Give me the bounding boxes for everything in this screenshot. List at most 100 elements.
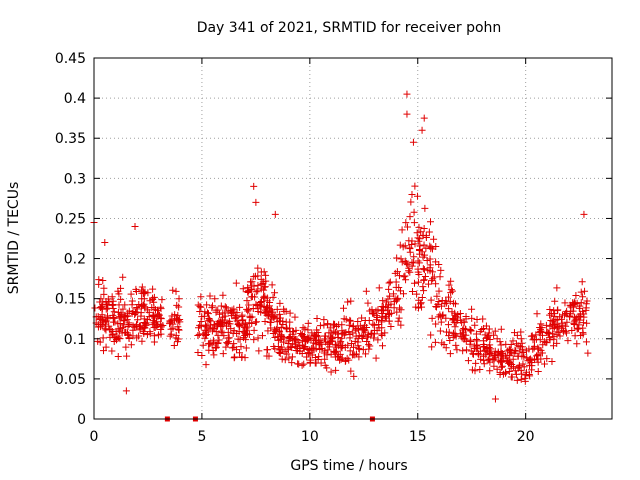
data-point [250,336,258,344]
data-point [426,218,434,226]
y-tick-label: 0.2 [64,252,86,268]
data-point [117,325,125,333]
data-point [150,332,158,340]
data-point [139,328,147,336]
data-point [336,339,344,347]
data-point [445,293,453,301]
data-point [277,332,285,340]
data-point [362,350,370,358]
data-point [338,334,346,342]
data-point [150,298,158,306]
data-point [246,314,254,322]
data-point [216,318,224,326]
data-point [428,343,436,351]
x-tick-label: 5 [197,429,206,445]
data-point [157,323,165,331]
data-point [435,287,443,295]
x-axis-label: GPS time / hours [290,458,407,474]
data-point [394,294,402,302]
data-point [539,331,547,339]
data-point [347,317,355,325]
data-point [328,334,336,342]
data-point [390,298,398,306]
data-point [170,341,178,349]
data-point [430,273,438,281]
data-point [166,332,174,340]
data-point [579,307,587,315]
data-point [369,320,377,328]
data-point [499,370,507,378]
data-point [414,234,422,242]
data-point [276,310,284,318]
data-point [553,284,561,292]
data-point [225,338,233,346]
data-point [218,329,226,337]
data-point [370,321,378,329]
data-point [167,325,175,333]
data-point [174,311,182,319]
y-tick-label: 0.45 [55,51,86,67]
data-point [355,345,363,353]
data-point [472,359,480,367]
data-point [250,326,258,334]
data-point [479,337,487,345]
data-point [222,343,230,351]
data-point [99,347,107,355]
data-point [419,232,427,240]
data-point [472,335,480,343]
data-point [338,327,346,335]
data-point [303,353,311,361]
data-point [453,314,461,322]
data-point [102,318,110,326]
data-point [232,279,240,287]
data-point [379,342,387,350]
data-point [366,342,374,350]
data-point [247,278,255,286]
data-point [445,281,453,289]
data-point [513,376,521,384]
data-point [149,285,157,293]
data-point [424,266,432,274]
data-point [206,292,214,300]
data-point [427,296,435,304]
data-point [486,341,494,349]
data-point [304,326,312,334]
data-point [574,313,582,321]
data-point [478,326,486,334]
data-point [282,307,290,315]
data-point [140,329,148,337]
data-point [442,314,450,322]
data-point [243,297,251,305]
data-point [406,268,414,276]
data-point [451,323,459,331]
y-tick-labels: 0 0.05 0.1 0.15 0.2 0.25 0.3 0.35 0.4 0.45 [55,51,86,428]
data-point [284,344,292,352]
data-point [441,300,449,308]
data-point [222,304,230,312]
data-point [372,354,380,362]
data-point [386,292,394,300]
data-point [419,265,427,273]
data-point [288,359,296,367]
data-point [95,280,103,288]
data-point [110,314,118,322]
data-point [543,355,551,363]
data-point [508,349,516,357]
data-point [267,324,275,332]
data-point [315,353,323,361]
data-point [330,320,338,328]
data-point [432,280,440,288]
data-point [439,311,447,319]
data-point [267,315,275,323]
data-point [560,328,568,336]
data-point [350,372,358,380]
data-point [174,335,182,343]
data-point [250,182,258,190]
data-point [332,347,340,355]
data-point [426,255,434,263]
data-point [204,310,212,318]
data-point [96,298,104,306]
data-point [317,359,325,367]
data-point [254,334,262,342]
data-point [570,320,578,328]
